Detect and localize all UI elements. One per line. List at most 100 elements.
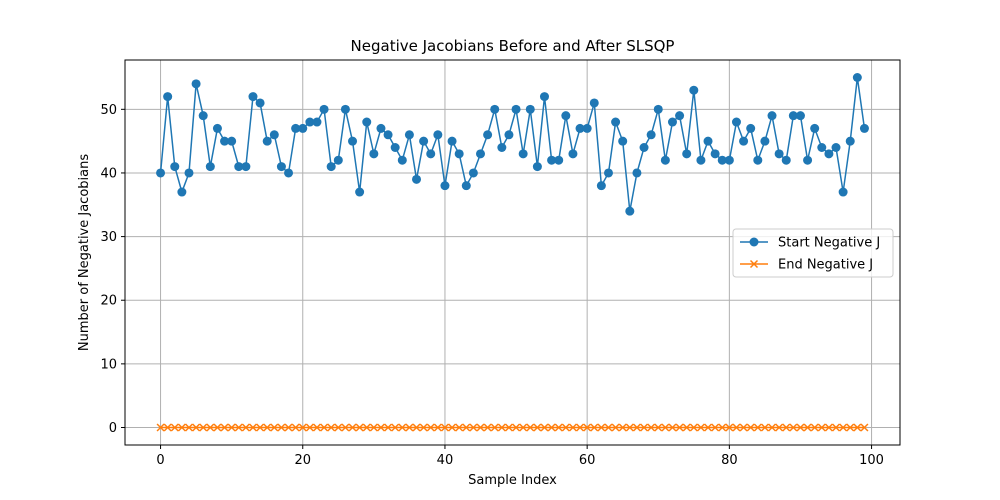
data-point-stroke: [497, 423, 506, 432]
data-point-x: [398, 423, 407, 432]
data-point-stroke: [433, 423, 442, 432]
data-point: [667, 117, 677, 127]
series-1: [156, 73, 869, 216]
data-point-x: [640, 423, 649, 432]
data-point: [340, 104, 350, 114]
data-point-x: [448, 423, 457, 432]
data-point-stroke: [590, 423, 599, 432]
data-point-stroke: [661, 423, 670, 432]
data-point-stroke: [853, 423, 862, 432]
data-point: [824, 149, 834, 159]
data-point: [703, 136, 713, 146]
ticks: 0 20 40 60 80 100 0 10 20 30 40 50: [100, 103, 884, 468]
data-point-x: [604, 423, 613, 432]
data-point-stroke: [234, 423, 243, 432]
data-point-x: [284, 423, 293, 432]
data-point: [795, 111, 805, 121]
data-point-x: [746, 423, 755, 432]
y-tick-label: 30: [100, 230, 117, 245]
data-point-stroke: [184, 423, 194, 432]
data-point-x: [426, 423, 435, 432]
data-point-x: [789, 423, 798, 432]
data-point: [205, 162, 215, 172]
data-point: [184, 168, 194, 178]
data-point-x: [419, 423, 428, 432]
data-point-stroke: [305, 423, 314, 432]
data-point: [468, 168, 478, 178]
data-point: [291, 123, 301, 133]
data-point-x: [647, 423, 656, 432]
data-point-x: [782, 423, 791, 432]
data-point-x: [682, 423, 691, 432]
data-point-x: [597, 423, 606, 432]
data-point-x: [334, 423, 343, 432]
data-point-x: [739, 423, 748, 432]
data-point: [326, 162, 336, 172]
series-line: [159, 77, 866, 212]
data-point: [582, 123, 592, 133]
data-point-x: [412, 423, 421, 432]
data-point-stroke: [625, 423, 634, 432]
data-point: [568, 149, 578, 159]
data-point-stroke: [725, 423, 734, 432]
data-point-x: [753, 423, 762, 432]
data-point-x: [184, 423, 194, 432]
data-point-stroke: [746, 423, 755, 432]
legend-box: [732, 228, 894, 278]
data-point: [248, 92, 258, 102]
data-point-x: [227, 423, 236, 432]
data-point-x: [263, 423, 272, 432]
data-point: [355, 187, 365, 197]
data-point: [284, 168, 294, 178]
data-point: [838, 187, 848, 197]
data-point-x: [576, 423, 585, 432]
data-point-x: [512, 423, 521, 432]
data-point-x: [298, 423, 307, 432]
data-point-stroke: [177, 423, 186, 432]
legend-item-2: End Negative J: [740, 258, 873, 273]
data-point-x: [590, 423, 599, 432]
data-point-stroke: [533, 423, 542, 432]
data-point-stroke: [412, 423, 421, 432]
data-point-x: [504, 423, 513, 432]
data-point-x: [853, 423, 862, 432]
data-point: [746, 123, 756, 133]
data-point-x: [327, 423, 336, 432]
data-point-stroke: [440, 423, 449, 432]
data-point-stroke: [263, 423, 272, 432]
data-point: [518, 149, 528, 159]
data-point-x: [618, 423, 627, 432]
data-point: [319, 104, 329, 114]
data-point-stroke: [256, 423, 265, 432]
data-point: [710, 149, 720, 159]
data-point-stroke: [227, 423, 236, 432]
data-point-x: [369, 423, 378, 432]
data-point-x: [817, 423, 826, 432]
data-point: [198, 111, 208, 121]
data-point: [817, 143, 827, 152]
data-point-stroke: [455, 423, 464, 432]
data-point-stroke: [689, 423, 698, 432]
data-point-stroke: [703, 423, 713, 432]
data-point-x: [675, 423, 684, 432]
data-point-stroke: [583, 423, 592, 432]
y-tick-label: 50: [100, 103, 117, 118]
data-point-x: [725, 423, 734, 432]
data-point-stroke: [384, 423, 393, 432]
data-point-x: [689, 423, 698, 432]
data-point-stroke: [526, 423, 535, 432]
data-point-x: [199, 423, 208, 432]
data-point-x: [696, 423, 705, 432]
data-point-x: [476, 423, 485, 432]
data-point: [397, 155, 407, 165]
data-point: [426, 149, 436, 159]
data-point-stroke: [789, 423, 798, 432]
data-point-stroke: [220, 423, 229, 432]
data-point: [803, 155, 813, 165]
data-point-x: [170, 423, 179, 432]
data-point-x: [270, 423, 279, 432]
data-point-x: [654, 423, 663, 432]
data-point-x: [312, 423, 322, 432]
data-point-stroke: [576, 423, 585, 432]
data-point-stroke: [547, 423, 556, 432]
